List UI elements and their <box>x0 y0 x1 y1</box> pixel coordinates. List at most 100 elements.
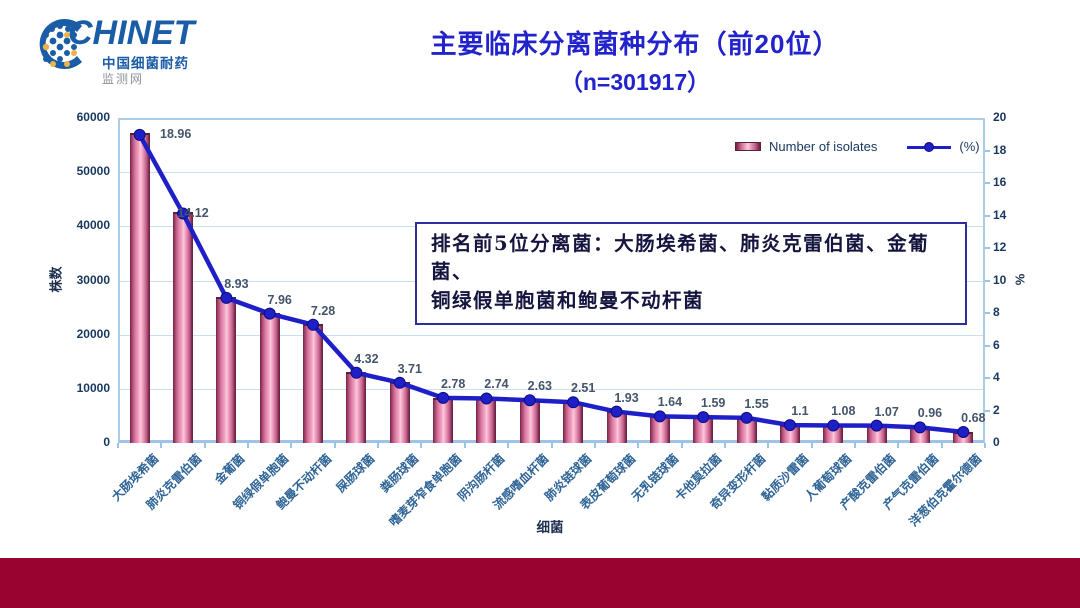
percent-data-label: 7.96 <box>267 292 292 307</box>
grid-line <box>120 388 983 390</box>
percent-data-label: 0.96 <box>917 406 943 421</box>
x-axis-tick <box>507 443 510 448</box>
right-axis-tick-label: 4 <box>993 370 1000 384</box>
legend-bar-swatch-icon <box>735 142 761 151</box>
x-axis-tick <box>723 443 726 448</box>
left-axis-tick-label: 0 <box>103 435 110 449</box>
x-axis-tick <box>117 443 119 448</box>
right-axis-tick <box>985 182 990 184</box>
percent-data-label: 8.93 <box>224 276 249 291</box>
x-axis-tick <box>680 443 683 448</box>
line-marker <box>437 391 450 404</box>
x-axis-tick <box>463 443 466 448</box>
line-marker <box>523 394 536 407</box>
legend-line-swatch-icon <box>907 141 952 153</box>
right-axis-tick-label: 0 <box>993 435 1000 449</box>
line-marker <box>783 419 796 432</box>
chinet-logo: CHINET 中国细菌耐药 监测网 <box>30 8 210 90</box>
legend-bar-label: Number of isolates <box>769 139 878 154</box>
percent-data-label: 7.28 <box>310 303 336 318</box>
right-axis-tick <box>985 312 990 314</box>
percent-data-label: 18.96 <box>160 126 192 141</box>
percent-data-label: 1.07 <box>874 404 899 419</box>
right-axis-tick <box>985 344 990 347</box>
line-marker <box>133 128 146 141</box>
right-axis-tick-label: 6 <box>993 337 1000 352</box>
right-axis-tick-label: 10 <box>993 272 1007 287</box>
logo-subtitle-cn: 中国细菌耐药 <box>102 56 189 71</box>
line-marker <box>913 421 926 434</box>
x-axis-tick <box>550 443 553 448</box>
top5-annotation-box: 排名前5位分离菌：大肠埃希菌、肺炎克雷伯菌、金葡菌、 铜绿假单胞菌和鲍曼不动杆菌 <box>415 222 967 325</box>
right-axis-tick <box>985 377 990 379</box>
line-marker <box>393 376 406 389</box>
percent-data-label: 0.68 <box>961 410 986 425</box>
line-marker <box>870 419 883 432</box>
right-axis-tick <box>985 409 990 412</box>
logo-subtitle-net: 监测网 <box>102 72 145 86</box>
left-axis-title: 株数 <box>48 266 64 293</box>
left-axis-tick-label: 20000 <box>76 326 110 341</box>
right-axis-tick-label: 12 <box>993 240 1007 254</box>
x-axis-tick <box>333 443 336 448</box>
percent-data-label: 1.59 <box>701 396 726 411</box>
percent-data-label: 1.08 <box>831 404 856 419</box>
right-axis-tick-label: 14 <box>993 207 1007 222</box>
right-axis-tick <box>985 279 990 282</box>
x-axis-title: 细菌 <box>536 520 564 535</box>
right-axis-tick-label: 2 <box>993 402 1000 417</box>
line-marker <box>610 405 623 418</box>
percent-data-label: 1.64 <box>657 395 683 410</box>
x-axis-tick <box>593 443 596 448</box>
x-axis-tick <box>810 443 813 448</box>
line-marker <box>740 411 753 424</box>
left-axis-tick-label: 60000 <box>76 110 110 124</box>
chart-legend: Number of isolates (%) <box>735 139 980 154</box>
percent-data-label: 2.63 <box>527 379 552 394</box>
percent-data-label: 1.1 <box>791 404 809 419</box>
percent-data-label: 2.74 <box>484 377 509 392</box>
x-axis-tick <box>637 443 640 448</box>
right-axis-tick-label: 8 <box>993 305 1000 319</box>
percent-data-label: 2.51 <box>571 381 596 396</box>
right-axis-tick <box>985 149 990 152</box>
x-axis-tick <box>247 443 250 448</box>
chinet-logo-icon <box>39 19 82 69</box>
line-marker <box>220 291 233 304</box>
annotation-line1: 排名前5位分离菌：大肠埃希菌、肺炎克雷伯菌、金葡菌、 <box>431 232 930 284</box>
line-marker <box>957 425 970 438</box>
right-axis-title: % <box>1012 273 1028 286</box>
line-marker <box>350 366 363 379</box>
percent-data-label: 4.32 <box>354 351 379 366</box>
x-axis-tick <box>940 443 943 448</box>
line-marker <box>307 318 320 331</box>
grid-line <box>120 334 983 336</box>
percent-data-label: 1.93 <box>614 390 639 405</box>
x-axis-tick <box>897 443 900 448</box>
left-axis-tick-label: 50000 <box>76 164 110 179</box>
line-marker <box>567 396 580 409</box>
x-axis-tick <box>767 443 770 448</box>
percent-line <box>133 128 970 438</box>
x-axis-tick <box>853 443 856 448</box>
percent-data-label: 2.78 <box>440 376 466 391</box>
chart-title: 主要临床分离菌种分布（前20位） <box>430 29 840 59</box>
percent-data-label: 3.71 <box>397 361 422 376</box>
annotation-line2: 铜绿假单胞菌和鲍曼不动杆菌 <box>431 288 705 312</box>
x-axis-tick <box>984 443 986 448</box>
logo-brand-text: CHINET <box>68 14 195 52</box>
percent-data-label: 14.12 <box>177 205 209 220</box>
right-axis-tick-label: 16 <box>993 175 1007 189</box>
right-axis-tick-label: 20 <box>993 110 1007 124</box>
chart-subtitle-n: （n=301917） <box>559 69 711 95</box>
x-axis-tick <box>420 443 423 448</box>
line-marker <box>177 207 190 220</box>
line-marker <box>827 419 840 432</box>
x-axis-tick <box>377 443 380 448</box>
legend-line-label: (%) <box>959 139 980 154</box>
right-axis-tick <box>985 214 990 217</box>
line-marker <box>697 411 710 424</box>
chart-title-block: 主要临床分离菌种分布（前20位） （n=301917） <box>290 24 980 97</box>
x-axis-tick <box>160 443 163 448</box>
